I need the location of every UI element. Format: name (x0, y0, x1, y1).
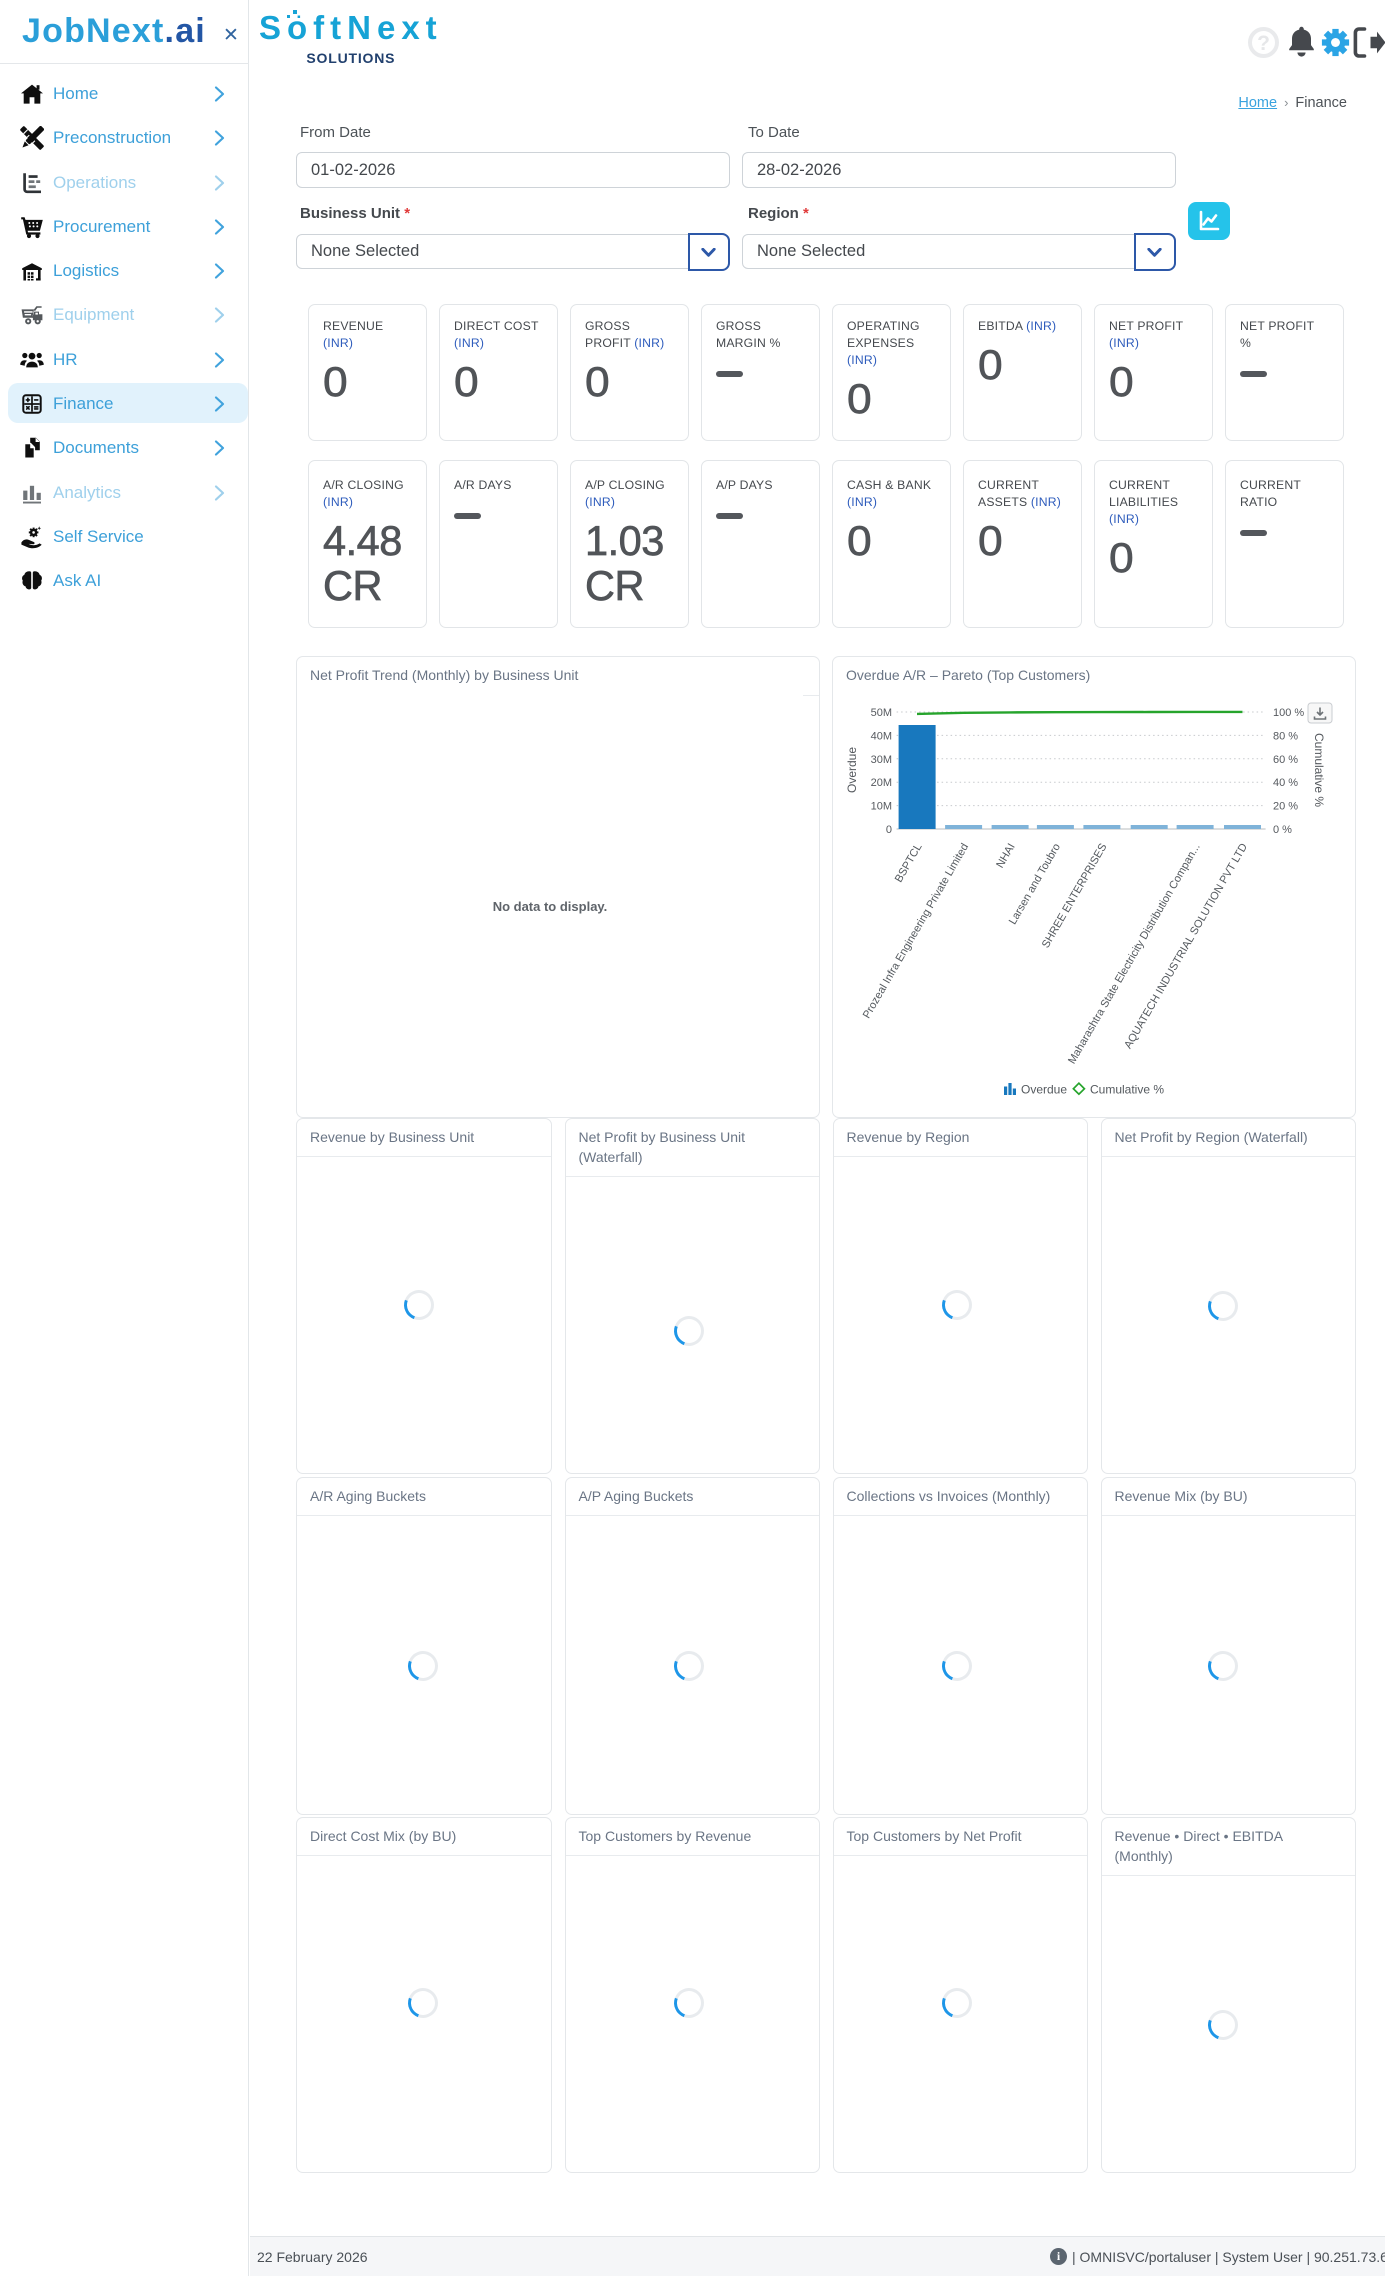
svg-text:30M: 30M (871, 754, 892, 766)
svg-text:80 %: 80 % (1273, 730, 1298, 742)
svg-text:50M: 50M (871, 707, 892, 719)
svg-text:60 %: 60 % (1273, 754, 1298, 766)
svg-text:NHAI: NHAI (994, 842, 1018, 871)
svg-text:40M: 40M (871, 730, 892, 742)
svg-text:Larsen and Toubro: Larsen and Toubro (1007, 842, 1063, 927)
svg-text:Prozeal Infra Engineering Priv: Prozeal Infra Engineering Private Limite… (861, 842, 971, 1021)
svg-text:?: ? (1257, 32, 1270, 55)
svg-text:0: 0 (886, 824, 892, 836)
svg-text:Overdue: Overdue (1021, 1083, 1067, 1097)
svg-text:20M: 20M (871, 777, 892, 789)
svg-text:100 %: 100 % (1273, 707, 1304, 719)
svg-text:Cumulative %: Cumulative % (1090, 1083, 1164, 1097)
svg-text:40 %: 40 % (1273, 777, 1298, 789)
svg-text:20 %: 20 % (1273, 801, 1298, 813)
svg-text:10M: 10M (871, 801, 892, 813)
svg-text:0 %: 0 % (1273, 824, 1292, 836)
svg-text:BSPTCL: BSPTCL (893, 842, 925, 885)
svg-text:Cumulative %: Cumulative % (1312, 733, 1326, 807)
svg-text:Overdue: Overdue (845, 747, 859, 793)
